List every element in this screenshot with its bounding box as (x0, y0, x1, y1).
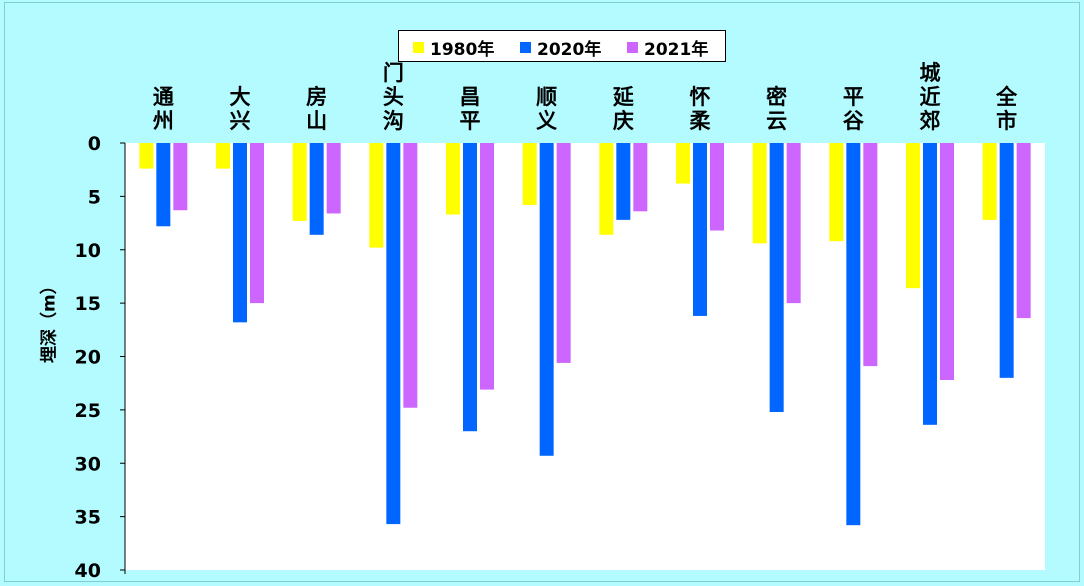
bar-8-0 (752, 143, 767, 244)
legend-item-1980: 1980年 (413, 36, 495, 60)
category-label-10-char-1: 近 (920, 85, 941, 109)
bar-3-1 (386, 143, 401, 525)
bar-2-1 (309, 143, 324, 235)
y-tick-label-25: 25 (75, 400, 101, 422)
bar-4-2 (480, 143, 494, 390)
category-label-1-char-1: 兴 (230, 109, 251, 133)
y-tick-label-20: 20 (75, 347, 101, 369)
y-tick-label-0: 0 (88, 133, 101, 155)
bar-1-1 (233, 143, 247, 323)
plot-area (125, 143, 1045, 570)
bar-11-0 (982, 143, 997, 220)
category-label-3-char-2: 沟 (383, 109, 404, 133)
bar-0-0 (139, 143, 154, 169)
category-label-9-char-1: 谷 (843, 109, 865, 133)
bar-6-0 (599, 143, 614, 235)
bar-2-0 (292, 143, 307, 221)
category-label-10-char-0: 城 (920, 61, 941, 85)
y-tick-label-10: 10 (75, 240, 101, 262)
category-label-3-char-1: 头 (383, 85, 404, 109)
legend-label-1980: 1980年 (430, 39, 495, 60)
category-label-11-char-0: 全 (995, 85, 1018, 109)
category-label-8-char-0: 密 (766, 85, 787, 109)
bar-9-0 (829, 143, 844, 242)
bar-4-0 (446, 143, 460, 215)
legend-item-2020: 2020年 (520, 36, 602, 60)
category-label-7-char-0: 怀 (690, 85, 711, 109)
category-label-4-char-1: 平 (460, 109, 481, 133)
category-label-5-char-1: 义 (536, 109, 557, 133)
bar-3-0 (369, 143, 384, 248)
bar-11-2 (1016, 143, 1031, 319)
bar-10-2 (940, 143, 954, 380)
bar-7-0 (676, 143, 690, 184)
bar-7-2 (710, 143, 724, 231)
category-label-0-char-1: 州 (153, 109, 174, 133)
legend-swatch-1980 (413, 41, 424, 53)
y-tick-label-35: 35 (75, 507, 101, 529)
y-tick-label-40: 40 (75, 560, 101, 582)
chart-frame: 0 5 10 15 20 25 30 35 40 通州大兴房山门头沟昌平顺义延庆怀柔密云平谷城近郊… (4, 2, 1080, 582)
bar-4-1 (463, 143, 477, 432)
category-label-8-char-1: 云 (766, 109, 787, 133)
category-label-4-char-0: 昌 (460, 85, 481, 109)
bar-6-2 (633, 143, 648, 212)
bar-10-1 (923, 143, 937, 425)
legend-swatch-2020 (520, 41, 531, 53)
category-label-2-char-1: 山 (306, 109, 327, 133)
bar-3-2 (403, 143, 418, 408)
bar-0-1 (156, 143, 171, 227)
category-label-6-char-0: 延 (612, 85, 635, 109)
bar-9-1 (846, 143, 861, 526)
legend-label-2020: 2020年 (537, 39, 602, 60)
bar-1-0 (216, 143, 230, 169)
y-tick-label-15: 15 (75, 293, 101, 315)
bar-8-1 (769, 143, 784, 413)
bar-10-0 (906, 143, 920, 289)
category-label-0-char-0: 通 (153, 85, 174, 109)
category-label-6-char-1: 庆 (613, 109, 634, 133)
bar-6-1 (616, 143, 631, 220)
category-label-9-char-0: 平 (843, 85, 864, 109)
bar-8-2 (786, 143, 801, 304)
category-label-11-char-1: 市 (996, 109, 1017, 133)
category-label-2-char-0: 房 (306, 85, 327, 109)
category-label-7-char-1: 柔 (690, 109, 712, 133)
y-tick-label-5: 5 (88, 186, 101, 208)
y-tick-label-30: 30 (75, 453, 101, 475)
bar-5-2 (556, 143, 571, 363)
y-axis-label: 埋深（m） (39, 277, 60, 363)
category-label-10-char-2: 郊 (920, 109, 941, 133)
bar-9-2 (863, 143, 878, 367)
legend-swatch-2021 (627, 41, 638, 53)
bar-5-1 (539, 143, 554, 456)
category-label-3-char-0: 门 (383, 61, 404, 85)
legend-item-2021: 2021年 (627, 36, 709, 60)
category-label-5-char-0: 顺 (536, 85, 557, 109)
bar-1-2 (250, 143, 264, 304)
legend: 1980年 2020年 2021年 (398, 30, 726, 62)
bar-5-0 (522, 143, 537, 205)
category-label-1-char-0: 大 (230, 85, 251, 109)
bar-2-2 (326, 143, 341, 214)
bar-11-1 (999, 143, 1014, 378)
legend-label-2021: 2021年 (644, 39, 709, 60)
bar-0-2 (173, 143, 188, 211)
bar-7-1 (693, 143, 707, 316)
bar-chart: 0510152025303540通州大兴房山门头沟昌平顺义延庆怀柔密云平谷城近郊… (75, 61, 1045, 582)
